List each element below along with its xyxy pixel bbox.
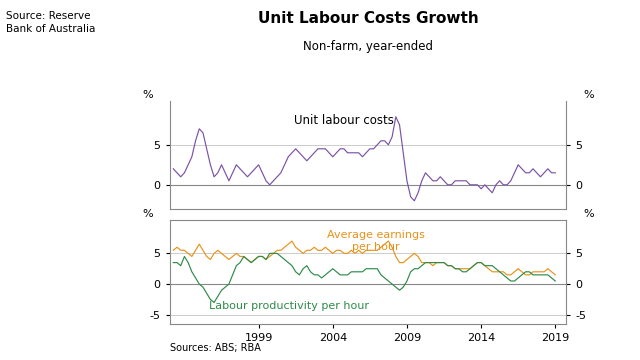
Text: %: %: [143, 90, 153, 100]
Text: Non-farm, year-ended: Non-farm, year-ended: [303, 40, 433, 53]
Text: %: %: [143, 208, 153, 219]
Text: Source: Reserve
Bank of Australia: Source: Reserve Bank of Australia: [6, 11, 96, 34]
Text: Average earnings
per hour: Average earnings per hour: [327, 230, 425, 252]
Text: %: %: [583, 208, 593, 219]
Text: Labour productivity per hour: Labour productivity per hour: [209, 301, 369, 311]
Text: Unit labour costs: Unit labour costs: [294, 114, 394, 127]
Text: Sources: ABS; RBA: Sources: ABS; RBA: [170, 343, 260, 353]
Text: Unit Labour Costs Growth: Unit Labour Costs Growth: [258, 11, 478, 26]
Text: %: %: [583, 90, 593, 100]
